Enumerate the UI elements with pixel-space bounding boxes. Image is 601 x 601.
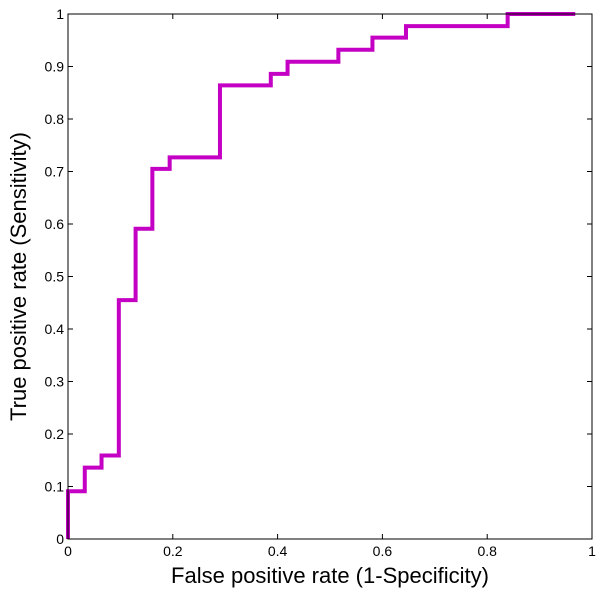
y-tick-label: 0.2	[45, 426, 65, 442]
y-axis-title: True positive rate (Sensitivity)	[6, 132, 31, 421]
y-tick-label: 0.7	[45, 164, 65, 180]
y-tick-label: 0.8	[45, 111, 65, 127]
y-tick-label: 0.4	[45, 321, 65, 337]
x-tick-label: 0.4	[268, 543, 288, 559]
x-tick-label: 1	[588, 543, 596, 559]
y-tick-label: 0.3	[45, 374, 65, 390]
x-tick-label: 0.2	[163, 543, 183, 559]
y-tick-label: 1	[56, 6, 64, 22]
axes: 0 0.2 0.4 0.6 0.8 1 0 0.1 0.2 0.3 0.4 0.5 0.6 0.7 0.8 0…	[45, 6, 597, 559]
y-tick-label: 0.6	[45, 216, 65, 232]
y-tick-label: 0.9	[45, 59, 65, 75]
plot-area	[66, 12, 592, 539]
x-tick-label: 0.6	[373, 543, 393, 559]
y-tick-label: 0.1	[45, 479, 65, 495]
x-axis-title: False positive rate (1-Specificity)	[171, 563, 489, 588]
x-tick-label: 0.8	[477, 543, 497, 559]
roc-curve-line	[66, 12, 576, 539]
y-tick-label: 0.5	[45, 269, 65, 285]
plot-background	[68, 14, 592, 539]
x-tick-label: 0	[64, 543, 72, 559]
y-tick-label: 0	[56, 531, 64, 547]
